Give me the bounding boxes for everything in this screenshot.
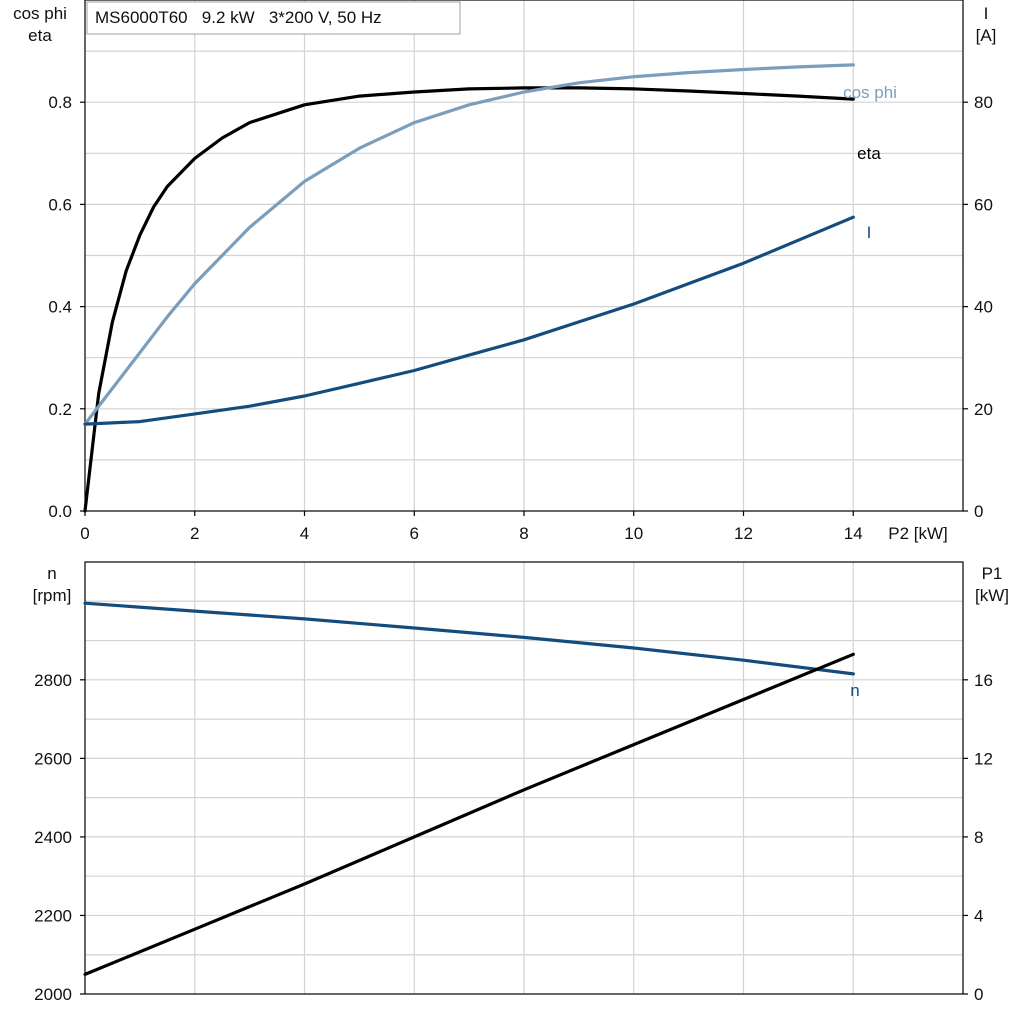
series-label-eta: eta (857, 144, 881, 163)
y-right-tick-label: 4 (974, 906, 983, 925)
x-tick-label: 0 (80, 524, 89, 543)
bottom-chart: 2000 2200 2400 2600 2800 0 4 8 12 16 n [rpm] P1 [… (33, 561, 1009, 1004)
x-tick-label: 6 (410, 524, 419, 543)
top-ticks: 0.0 0.2 0.4 0.6 0.8 0 20 40 60 80 0 2 4 6 8 10 12 14 (48, 93, 993, 543)
y-right-tick-label: 40 (974, 298, 993, 317)
series-label-current: I (867, 223, 872, 242)
x-tick-label: 12 (734, 524, 753, 543)
y-left-tick-label: 0.6 (48, 195, 72, 214)
y-left-tick-label: 2800 (34, 671, 72, 690)
y-left-tick-label: 2400 (34, 828, 72, 847)
bottom-left-axis-label-1: n (47, 564, 56, 583)
y-right-tick-label: 0 (974, 502, 983, 521)
series-line-i (83, 215, 855, 426)
top-right-axis-label-1: I (984, 4, 989, 23)
y-right-tick-label: 0 (974, 985, 983, 1004)
x-tick-label: 4 (300, 524, 309, 543)
top-right-axis-label-2: [A] (976, 26, 997, 45)
y-left-tick-label: 2000 (34, 985, 72, 1004)
y-right-tick-label: 20 (974, 400, 993, 419)
top-series-group (83, 63, 855, 513)
bottom-left-axis-label-2: [rpm] (33, 586, 72, 605)
y-left-tick-label: 2600 (34, 749, 72, 768)
bottom-grid (85, 562, 963, 994)
y-right-tick-label: 12 (974, 749, 993, 768)
series-line-p1-1 (83, 652, 855, 977)
series-label-cos-phi: cos phi (843, 83, 897, 102)
y-right-tick-label: 16 (974, 671, 993, 690)
y-right-tick-label: 8 (974, 828, 983, 847)
series-line-cos-phi (83, 63, 855, 426)
bottom-right-axis-label-1: P1 (982, 564, 1003, 583)
y-left-tick-label: 2200 (34, 906, 72, 925)
x-tick-label: 14 (844, 524, 863, 543)
x-tick-label: 10 (624, 524, 643, 543)
y-left-tick-label: 0.0 (48, 502, 72, 521)
chart-title-box (86, 1, 461, 35)
bottom-series-group (83, 601, 855, 977)
y-left-tick-label: 0.4 (48, 298, 72, 317)
y-left-tick-label: 0.8 (48, 93, 72, 112)
y-right-tick-label: 60 (974, 195, 993, 214)
top-left-axis-label-2: eta (28, 26, 52, 45)
y-right-tick-label: 80 (974, 93, 993, 112)
x-tick-label: 2 (190, 524, 199, 543)
top-chart: 0.0 0.2 0.4 0.6 0.8 0 20 40 60 80 0 2 4 6 8 10 12 14 MS60… (13, 0, 996, 543)
top-x-axis-label: P2 [kW] (888, 524, 948, 543)
chart-title: MS6000T60 9.2 kW 3*200 V, 50 Hz (95, 8, 382, 27)
series-label-speed: n (850, 681, 859, 700)
series-line-eta (83, 86, 855, 513)
top-left-axis-label-1: cos phi (13, 4, 67, 23)
bottom-plot-frame (84, 561, 964, 995)
x-tick-label: 8 (519, 524, 528, 543)
y-left-tick-label: 0.2 (48, 400, 72, 419)
bottom-ticks: 2000 2200 2400 2600 2800 0 4 8 12 16 (34, 671, 993, 1004)
bottom-right-axis-label-2: [kW] (975, 586, 1009, 605)
series-line-n (83, 601, 855, 676)
